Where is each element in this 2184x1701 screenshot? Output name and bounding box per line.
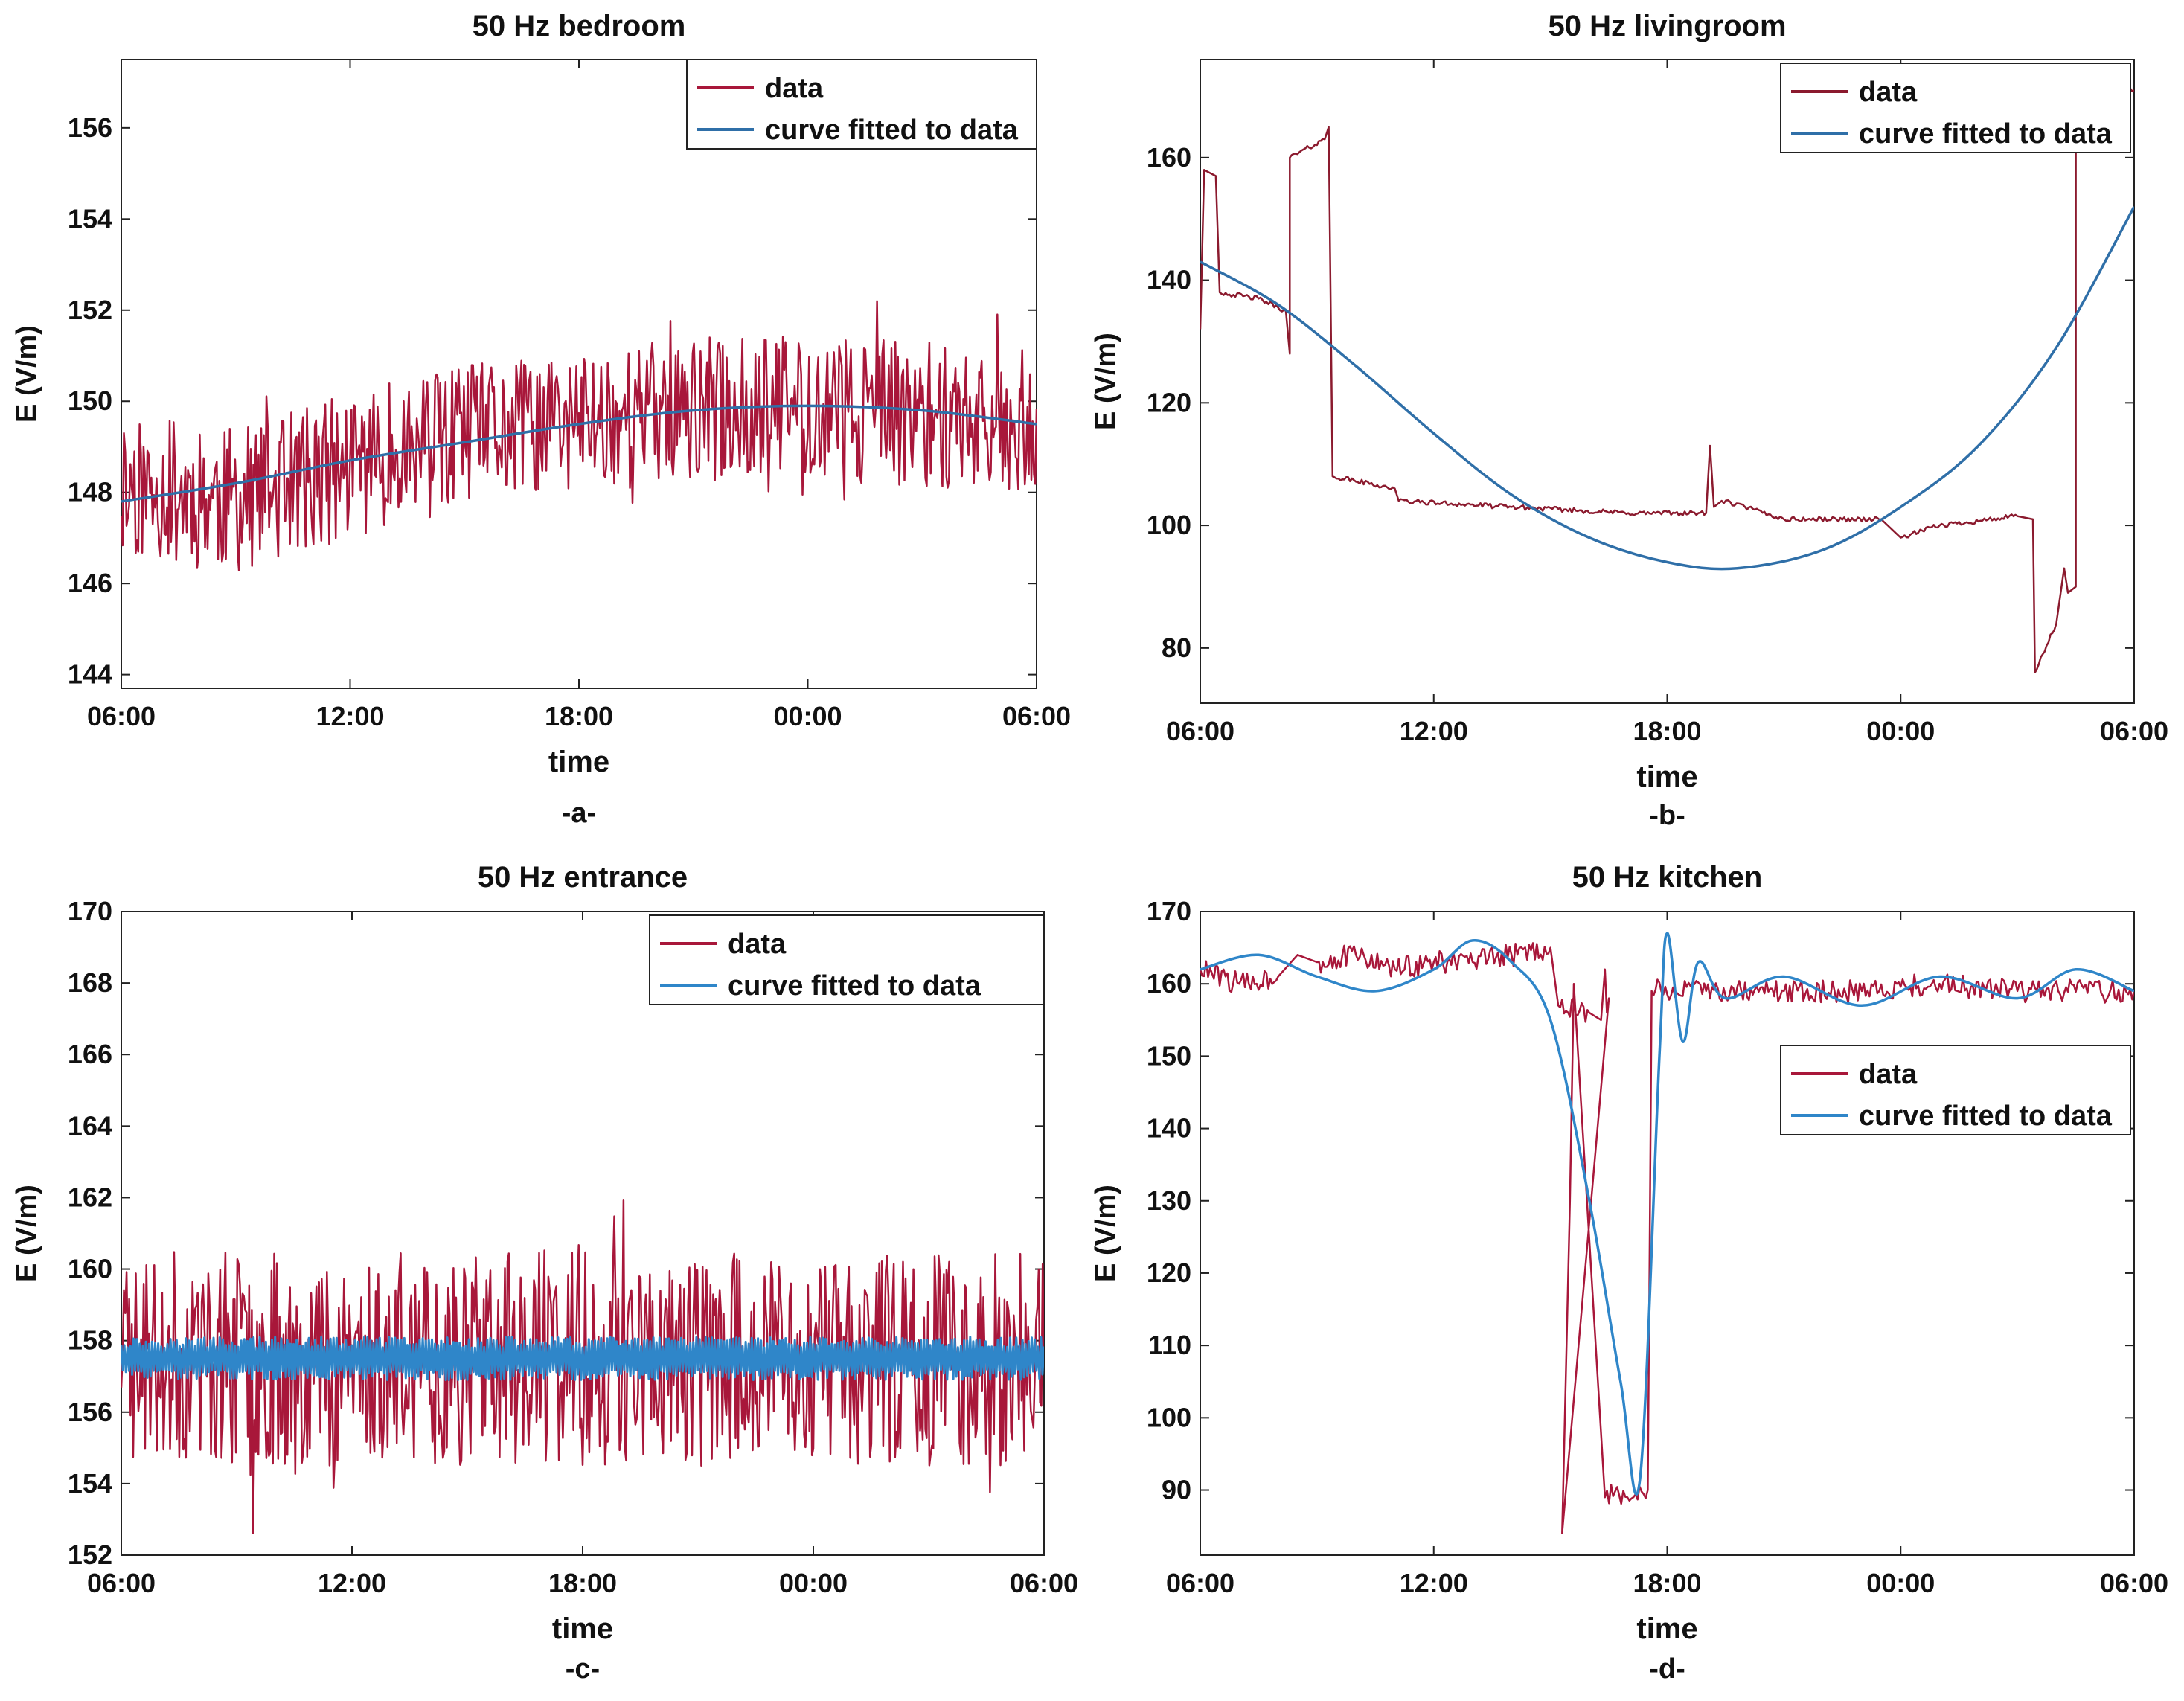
chart-title: 50 Hz kitchen <box>1572 861 1763 894</box>
y-tick-label: 158 <box>68 1325 112 1356</box>
x-tick-label: 12:00 <box>316 701 384 731</box>
legend-entry: data <box>1859 77 1918 108</box>
x-tick-label: 18:00 <box>1633 716 1701 746</box>
x-axis-label: time <box>548 746 609 778</box>
chart-title: 50 Hz bedroom <box>473 10 686 42</box>
x-tick-label: 12:00 <box>1400 716 1468 746</box>
legend: data curve fitted to data <box>1780 1045 2131 1135</box>
x-tick-label: 12:00 <box>1400 1568 1468 1598</box>
chart-panel-c: 50 Hz entrance 152 154 156 158 160 162 164 166 16… <box>11 861 1078 1685</box>
plot-area <box>1200 59 2135 704</box>
y-tick-label: 110 <box>1148 1330 1191 1360</box>
x-tick-label: 18:00 <box>545 701 613 731</box>
series-line-fitted-curve <box>1200 205 2134 571</box>
y-tick-label: 144 <box>68 659 112 690</box>
x-tick-label: 06:00 <box>87 1568 156 1598</box>
legend-entry: curve fitted to data <box>765 115 1019 146</box>
series-line-data <box>1200 942 2134 1535</box>
x-axis-label: time <box>1636 1612 1697 1645</box>
y-tick-label: 168 <box>68 967 112 998</box>
y-tick-label: 160 <box>1147 142 1191 173</box>
legend: data curve fitted to data <box>686 59 1037 150</box>
chart-title: 50 Hz livingroom <box>1548 10 1786 42</box>
legend-entry: curve fitted to data <box>728 970 981 1002</box>
y-tick-label: 152 <box>68 1540 112 1570</box>
legend-entry: data <box>728 929 787 960</box>
y-tick-label: 156 <box>68 1397 112 1427</box>
legend-box <box>1780 1045 2131 1135</box>
x-tick-label: 00:00 <box>773 701 842 731</box>
series-line-fitted-curve <box>1200 932 2134 1496</box>
x-tick-label: 00:00 <box>779 1568 848 1598</box>
legend-entry: curve fitted to data <box>1859 1101 2113 1132</box>
series-line-fitted-curve <box>121 1336 1044 1381</box>
legend-entry: data <box>765 73 824 104</box>
chart-panel-d: 50 Hz kitchen 90 100 110 120 130 140 150 160 170 0… <box>1090 861 2168 1685</box>
y-tick-label: 150 <box>1147 1040 1191 1071</box>
y-tick-label: 120 <box>1147 1258 1191 1288</box>
y-tick-label: 162 <box>68 1182 112 1212</box>
series-line-fitted-curve <box>121 404 1037 503</box>
x-tick-label: 06:00 <box>1166 716 1234 746</box>
y-tick-label: 100 <box>1147 510 1191 540</box>
x-tick-label: 06:00 <box>2100 1568 2168 1598</box>
series-line-data <box>1200 81 2134 674</box>
legend-entry: curve fitted to data <box>1859 118 2113 150</box>
legend: data curve fitted to data <box>1780 63 2131 153</box>
y-tick-label: 100 <box>1147 1402 1191 1432</box>
y-tick-label: 120 <box>1147 387 1191 417</box>
x-axis-label: time <box>1636 760 1697 793</box>
chart-title: 50 Hz entrance <box>478 861 688 894</box>
x-axis-label: time <box>552 1612 613 1645</box>
panel-caption: -a- <box>562 798 596 829</box>
y-tick-label: 160 <box>1147 968 1191 999</box>
y-tick-label: 146 <box>68 568 112 598</box>
x-tick-label: 12:00 <box>318 1568 386 1598</box>
y-tick-label: 152 <box>68 295 112 325</box>
y-tick-label: 154 <box>68 1468 112 1499</box>
series-line-data <box>121 300 1037 571</box>
legend-box <box>686 59 1037 150</box>
y-axis-label: E (V/m) <box>11 325 42 423</box>
legend-entry: data <box>1859 1059 1918 1090</box>
x-tick-label: 06:00 <box>1166 1568 1234 1598</box>
x-tick-label: 00:00 <box>1866 716 1935 746</box>
plot-area <box>1200 911 2135 1556</box>
x-tick-label: 06:00 <box>1002 701 1071 731</box>
legend-box <box>1780 63 2131 153</box>
y-tick-label: 164 <box>68 1110 112 1141</box>
y-tick-label: 150 <box>68 385 112 416</box>
legend-box <box>649 914 1045 1005</box>
y-tick-label: 148 <box>68 477 112 507</box>
panel-caption: -d- <box>1649 1653 1685 1685</box>
y-tick-label: 80 <box>1162 632 1191 663</box>
panel-caption: -b- <box>1649 800 1685 831</box>
y-tick-label: 166 <box>68 1039 112 1069</box>
x-tick-label: 18:00 <box>1633 1568 1701 1598</box>
plot-area <box>121 59 1037 689</box>
x-tick-label: 18:00 <box>548 1568 617 1598</box>
y-tick-label: 130 <box>1147 1185 1191 1216</box>
y-tick-label: 140 <box>1147 265 1191 295</box>
y-tick-label: 170 <box>68 896 112 926</box>
y-tick-label: 140 <box>1147 1113 1191 1144</box>
y-tick-label: 170 <box>1147 896 1191 926</box>
x-tick-label: 06:00 <box>2100 716 2168 746</box>
chart-panel-a: 50 Hz bedroom 144 146 148 150 152 154 156 06:00 1… <box>11 10 1071 829</box>
y-tick-label: 160 <box>68 1254 112 1284</box>
y-axis-label: E (V/m) <box>11 1185 42 1282</box>
y-tick-label: 90 <box>1162 1475 1191 1505</box>
x-tick-label: 06:00 <box>87 701 156 731</box>
x-tick-label: 00:00 <box>1866 1568 1935 1598</box>
y-axis-label: E (V/m) <box>1090 333 1121 430</box>
legend: data curve fitted to data <box>649 914 1045 1005</box>
panel-caption: -c- <box>566 1653 600 1685</box>
chart-panel-b: 50 Hz livingroom 80 100 120 140 160 06:00 12:00… <box>1090 10 2168 831</box>
y-tick-label: 154 <box>68 203 112 234</box>
y-axis-label: E (V/m) <box>1090 1185 1121 1282</box>
y-tick-label: 156 <box>68 112 112 143</box>
x-tick-label: 06:00 <box>1010 1568 1078 1598</box>
